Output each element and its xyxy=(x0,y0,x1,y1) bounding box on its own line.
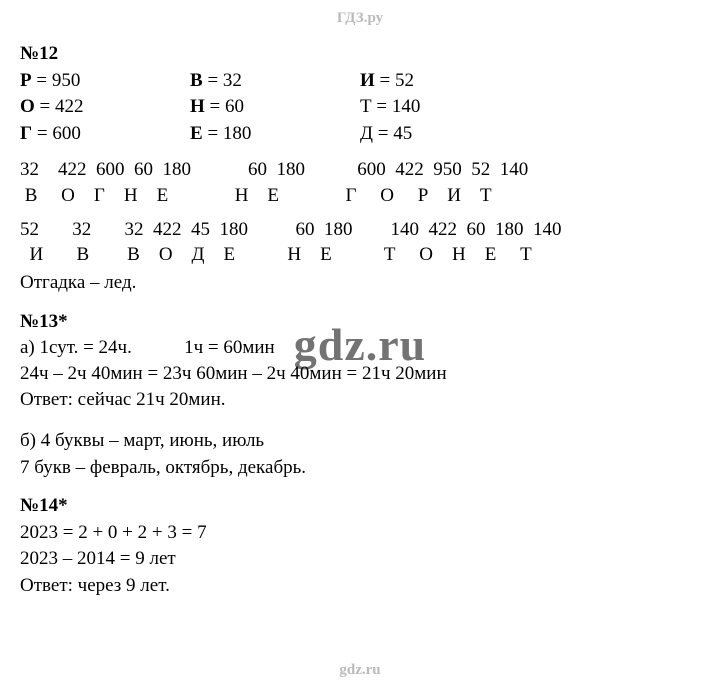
task13-line-a3: Ответ: сейчас 21ч 20мин. xyxy=(20,387,700,414)
var-item: Н = 60 xyxy=(190,94,360,121)
var-value: 32 xyxy=(223,70,242,91)
var-letter: Д xyxy=(360,123,373,144)
var-item: И = 52 xyxy=(360,68,530,95)
task14-line2: 2023 – 2014 = 9 лет xyxy=(20,546,700,573)
var-letter: Е xyxy=(190,123,203,144)
var-value: 422 xyxy=(55,96,84,117)
task12-answer: Отгадка – лед. xyxy=(20,270,700,297)
cipher-block: 32 422 600 60 180 60 180 600 422 950 52 … xyxy=(20,157,700,268)
var-item: В = 32 xyxy=(190,68,360,95)
cipher-nums-1: 32 422 600 60 180 60 180 600 422 950 52 … xyxy=(20,157,700,183)
var-letter: И xyxy=(360,70,375,91)
var-letter: О xyxy=(20,96,35,117)
task14-title: №14* xyxy=(20,493,700,520)
vars-col3: И = 52 Т = 140 Д = 45 xyxy=(360,68,530,148)
var-item: О = 422 xyxy=(20,94,190,121)
content-area: №12 Р = 950 О = 422 Г = 600 В = 32 Н = 6… xyxy=(0,29,720,600)
var-letter: В xyxy=(190,70,203,91)
task13-title: №13* xyxy=(20,309,700,336)
var-value: 180 xyxy=(223,123,252,144)
task12-title: №12 xyxy=(20,41,700,68)
task14-line1: 2023 = 2 + 0 + 2 + 3 = 7 xyxy=(20,520,700,547)
page-header: ГДЗ.ру xyxy=(0,0,720,29)
vars-col2: В = 32 Н = 60 Е = 180 xyxy=(190,68,360,148)
var-item: Е = 180 xyxy=(190,121,360,148)
cipher-nums-2: 52 32 32 422 45 180 60 180 140 422 60 18… xyxy=(20,217,700,243)
var-value: 52 xyxy=(395,70,414,91)
var-letter: Т xyxy=(360,96,372,117)
var-value: 600 xyxy=(52,123,81,144)
var-item: Д = 45 xyxy=(360,121,530,148)
task13-line-a1: а) 1сут. = 24ч. 1ч = 60мин xyxy=(20,335,700,361)
task13-line-b2: 7 букв – февраль, октябрь, декабрь. xyxy=(20,455,700,482)
var-value: 45 xyxy=(393,123,412,144)
var-value: 140 xyxy=(392,96,421,117)
var-letter: Г xyxy=(20,123,32,144)
cipher-letters-1: В О Г Н Е Н Е Г О Р И Т xyxy=(20,183,700,209)
var-item: Р = 950 xyxy=(20,68,190,95)
task14-line3: Ответ: через 9 лет. xyxy=(20,573,700,600)
var-item: Г = 600 xyxy=(20,121,190,148)
vars-col1: Р = 950 О = 422 Г = 600 xyxy=(20,68,190,148)
var-letter: Р xyxy=(20,70,32,91)
var-value: 950 xyxy=(52,70,81,91)
task14-section: №14* 2023 = 2 + 0 + 2 + 3 = 7 2023 – 201… xyxy=(20,493,700,599)
var-value: 60 xyxy=(225,96,244,117)
var-item: Т = 140 xyxy=(360,94,530,121)
page-footer: gdz.ru xyxy=(0,660,720,681)
task13-section: №13* а) 1сут. = 24ч. 1ч = 60мин 24ч – 2ч… xyxy=(20,309,700,482)
task13-line-a2: 24ч – 2ч 40мин = 23ч 60мин – 2ч 40мин = … xyxy=(20,361,700,388)
cipher-letters-2: И В В О Д Е Н Е Т О Н Е Т xyxy=(20,242,700,268)
task13-line-b1: б) 4 буквы – март, июнь, июль xyxy=(20,428,700,455)
var-letter: Н xyxy=(190,96,205,117)
task12-vars: Р = 950 О = 422 Г = 600 В = 32 Н = 60 Е … xyxy=(20,68,700,148)
